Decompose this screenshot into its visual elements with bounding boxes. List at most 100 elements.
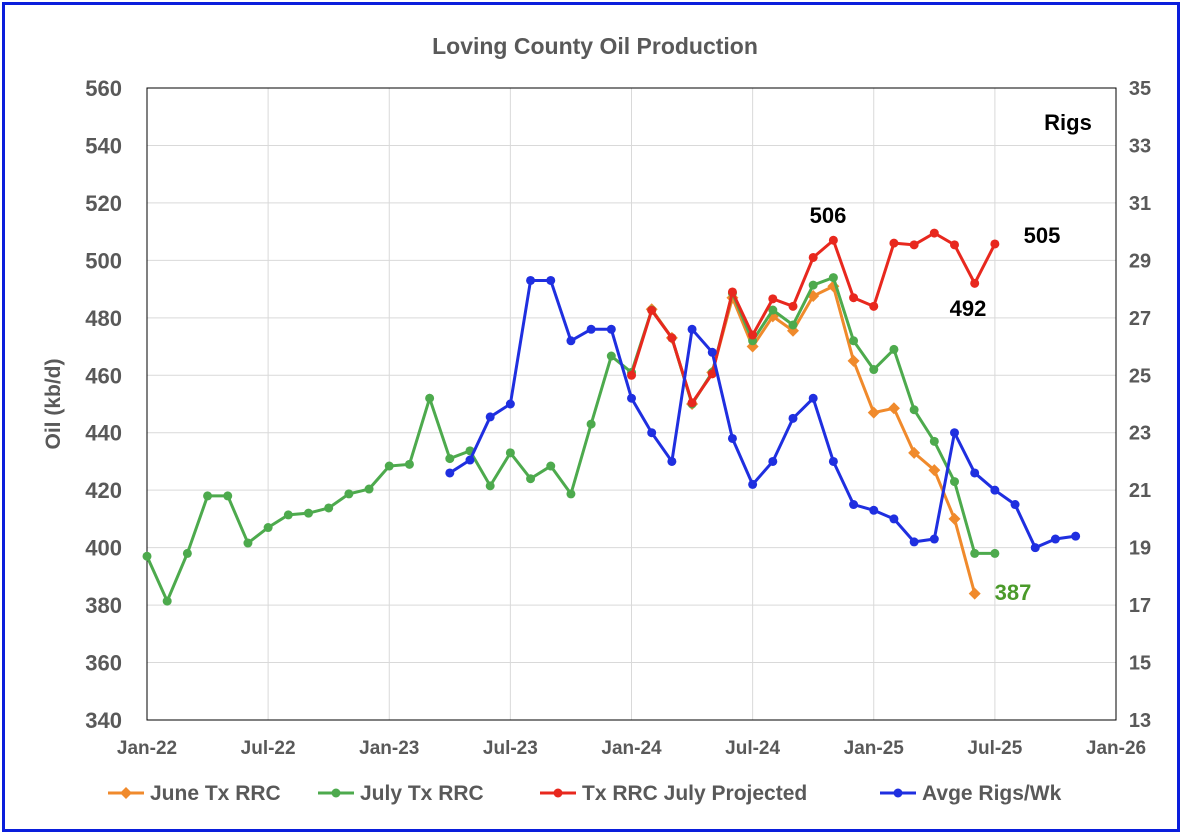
data-point — [505, 399, 515, 409]
data-point — [485, 412, 495, 422]
data-point — [465, 455, 475, 465]
data-point — [849, 336, 859, 346]
y-tick-label: 460 — [85, 363, 122, 388]
data-point — [808, 280, 818, 290]
data-point — [968, 587, 981, 600]
series-tx-rrc-july-projected — [627, 228, 1000, 408]
data-point — [627, 393, 636, 403]
x-tick-label: Jul-25 — [967, 738, 1022, 759]
y-tick-label: 420 — [85, 478, 122, 503]
data-point — [1030, 543, 1040, 553]
data-point — [263, 523, 273, 533]
data-point — [929, 436, 939, 446]
data-point — [909, 537, 919, 547]
x-tick-label: Jan-24 — [601, 738, 662, 759]
data-point — [223, 491, 233, 501]
data-point — [707, 347, 717, 357]
y2-tick-label: 29 — [1129, 250, 1151, 272]
data-point — [768, 456, 778, 466]
y2-tick-label: 23 — [1129, 423, 1151, 445]
data-point — [647, 428, 657, 438]
plot-area — [146, 87, 1117, 721]
data-point — [283, 510, 293, 520]
y-tick-label: 520 — [85, 191, 122, 216]
data-point — [950, 240, 959, 250]
data-point — [687, 398, 697, 408]
y2-tick-label: 17 — [1129, 595, 1151, 617]
data-point — [667, 456, 677, 466]
data-point — [203, 491, 213, 501]
data-point — [586, 419, 596, 429]
data-point — [606, 324, 616, 334]
chart-frame — [2, 2, 1180, 832]
data-point — [1010, 500, 1020, 510]
chart-title: Loving County Oil Production — [432, 33, 758, 59]
series-avge-rigs-wk — [445, 275, 1081, 553]
data-point — [1071, 531, 1081, 541]
data-point — [768, 294, 778, 304]
data-point — [928, 464, 941, 477]
y2-axis-label: Rigs — [1044, 110, 1092, 135]
data-point — [908, 446, 921, 459]
data-point — [990, 548, 1000, 558]
data-point — [546, 461, 556, 471]
legend-label: Tx RRC July Projected — [582, 782, 807, 805]
data-point — [788, 413, 798, 423]
x-tick-label: Jul-23 — [483, 738, 538, 759]
legend-label: June Tx RRC — [150, 782, 281, 805]
legend-item: June Tx RRC — [108, 782, 281, 805]
data-point — [929, 228, 939, 238]
y2-tick-label: 27 — [1129, 308, 1151, 330]
data-point — [707, 369, 717, 379]
data-point — [990, 239, 1000, 249]
data-point — [889, 238, 899, 248]
x-tick-label: Jan-22 — [117, 738, 177, 759]
y2-tick-label: 15 — [1129, 653, 1151, 675]
y2-tick-label: 19 — [1129, 538, 1151, 560]
data-point — [304, 508, 313, 518]
data-point — [120, 787, 132, 799]
data-point — [1050, 534, 1060, 544]
data-point — [182, 548, 192, 558]
data-point — [162, 596, 172, 606]
data-point — [970, 468, 980, 478]
data-point — [768, 305, 778, 315]
data-point — [546, 275, 556, 285]
data-point — [869, 365, 879, 375]
data-point — [893, 788, 903, 798]
y-tick-label: 400 — [85, 536, 122, 561]
data-point — [566, 336, 576, 346]
data-point — [869, 301, 879, 311]
data-point — [970, 548, 980, 558]
data-point — [849, 293, 859, 303]
annotation-506: 506 — [810, 203, 847, 228]
y-tick-label: 540 — [85, 133, 122, 158]
data-point — [727, 287, 737, 297]
data-point — [505, 448, 515, 458]
data-point — [748, 330, 758, 340]
data-point — [950, 428, 959, 438]
data-point — [425, 393, 435, 403]
legend-item: July Tx RRC — [318, 782, 484, 805]
y2-tick-label: 13 — [1129, 710, 1151, 732]
data-point — [929, 534, 939, 544]
data-point — [828, 456, 838, 466]
data-point — [727, 433, 737, 443]
data-point — [485, 481, 495, 491]
x-tick-label: Jan-26 — [1086, 738, 1146, 759]
legend-label: July Tx RRC — [360, 782, 484, 805]
y-axis-label: Oil (kb/d) — [42, 359, 65, 450]
y-tick-label: 340 — [85, 708, 122, 733]
annotation-387: 387 — [995, 580, 1032, 605]
data-point — [828, 235, 838, 245]
legend-label: Avge Rigs/Wk — [922, 782, 1062, 805]
data-point — [553, 788, 563, 798]
data-point — [445, 468, 455, 478]
series-line — [449, 278, 1076, 550]
data-point — [243, 538, 253, 548]
data-point — [847, 354, 860, 367]
y-tick-label: 480 — [85, 306, 122, 331]
annotation-505: 505 — [1024, 223, 1061, 248]
x-tick-label: Jan-25 — [844, 738, 905, 759]
